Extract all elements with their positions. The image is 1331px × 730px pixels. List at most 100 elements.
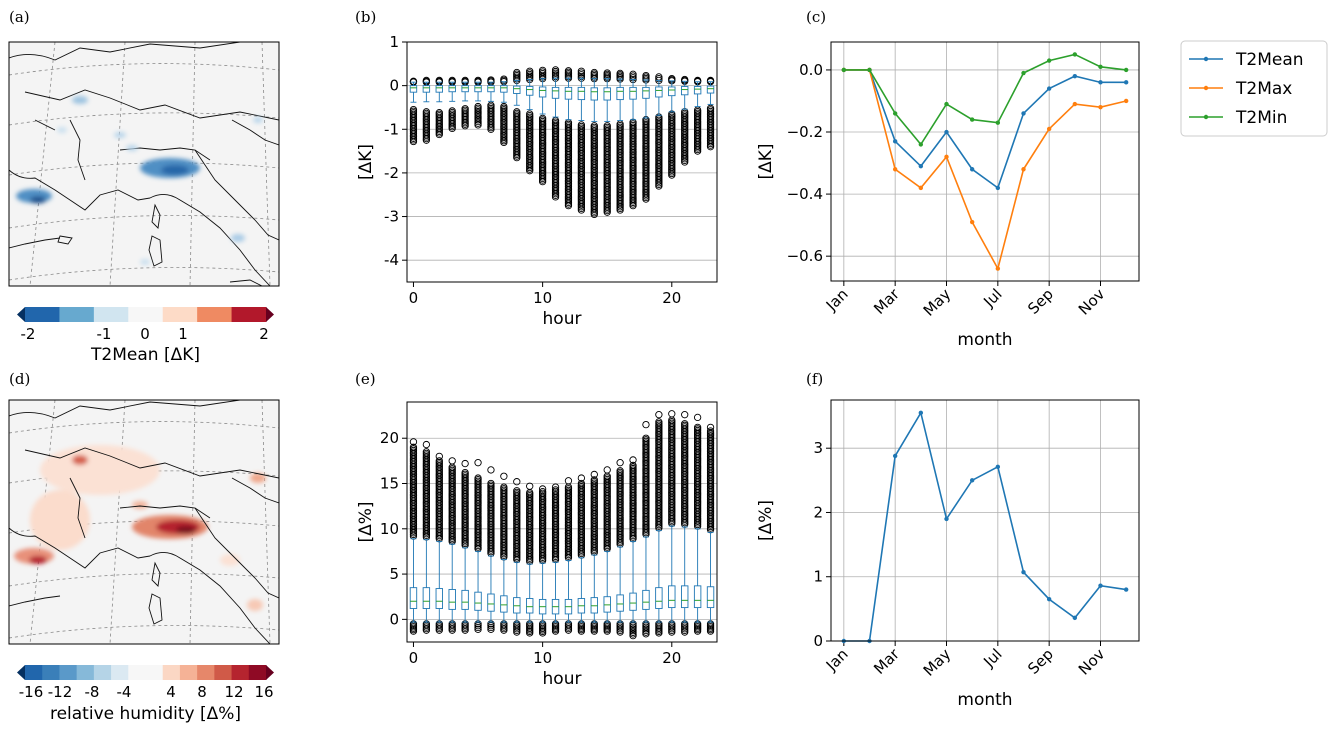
axes-frame <box>830 399 1140 642</box>
data-point <box>1072 73 1078 79</box>
box-hour <box>616 69 624 214</box>
box-hour <box>474 76 482 129</box>
colorbar-segment <box>179 665 198 680</box>
box-iqr <box>706 85 715 94</box>
box-iqr <box>668 86 676 97</box>
box-hour <box>629 456 637 640</box>
outlier-point <box>513 478 521 486</box>
box-hour <box>603 69 611 216</box>
outlier-point <box>474 459 482 467</box>
outlier-point <box>603 466 611 474</box>
outlier-point <box>693 413 702 422</box>
outlier-point <box>409 105 418 114</box>
colorbar-segment <box>197 665 215 680</box>
outlier-point <box>616 459 624 467</box>
box-iqr <box>655 587 663 609</box>
box-hour <box>422 76 431 144</box>
colorbar-extend-high <box>266 307 274 322</box>
box-hour <box>577 474 586 635</box>
box-iqr <box>500 85 508 93</box>
box-hour <box>655 411 663 637</box>
outlier-point <box>590 68 598 77</box>
box-iqr <box>409 85 418 93</box>
box-iqr <box>526 598 534 614</box>
x-tick-label: Nov <box>1075 285 1109 319</box>
data-point <box>1046 597 1052 602</box>
y-tick-label: 0.0 <box>799 61 823 79</box>
box-iqr <box>526 86 534 96</box>
outlier-point <box>577 67 586 75</box>
colorbar-a: -2 -1 0 1 2 T2Mean [ΔK] <box>17 307 274 365</box>
data-point <box>1072 52 1078 57</box>
outlier-point <box>642 71 650 80</box>
outlier-point <box>461 459 469 468</box>
y-tick-label: 0 <box>389 610 399 628</box>
axes-frame <box>406 401 718 643</box>
outlier-point <box>681 411 689 419</box>
colorbar-segment <box>248 665 267 680</box>
box-hour <box>409 438 418 635</box>
outlier-point <box>538 488 547 496</box>
anomaly-field <box>14 445 266 611</box>
data-point <box>1123 80 1129 85</box>
data-point <box>995 266 1001 271</box>
outlier-point <box>551 66 560 74</box>
x-axis-label: hour <box>543 669 582 689</box>
box-hour <box>603 466 611 635</box>
data-point <box>892 167 898 172</box>
box-iqr <box>681 585 689 609</box>
x-tick-label: Sep <box>1024 645 1057 678</box>
box-iqr <box>435 588 443 609</box>
box-iqr <box>448 589 456 610</box>
legend-label: T2Mean <box>1235 50 1304 70</box>
outlier-point <box>474 474 482 482</box>
outlier-point <box>564 477 573 485</box>
data-point <box>1021 167 1026 172</box>
x-tick-label: Mar <box>870 645 903 678</box>
data-point <box>1123 98 1129 104</box>
colorbar-label: T2Mean [ΔK] <box>90 345 200 365</box>
colorbar-segment <box>76 665 95 680</box>
box-hour <box>706 76 715 151</box>
colorbar-tick-label: 0 <box>140 325 150 343</box>
outlier-point <box>448 107 456 115</box>
outlier-point <box>513 108 521 116</box>
box-hour <box>500 472 508 634</box>
data-point <box>944 154 949 160</box>
colorbar-tick-label: 12 <box>224 683 243 701</box>
box-iqr <box>706 586 715 609</box>
y-axis-label: [Δ%] <box>356 501 376 542</box>
box-hour <box>577 67 586 214</box>
data-point <box>1021 70 1026 76</box>
x-tick-label: Nov <box>1075 645 1109 679</box>
data-point <box>944 516 949 522</box>
y-tick-label: −0.4 <box>787 185 823 203</box>
outlier-point <box>629 456 637 464</box>
box-iqr <box>513 85 521 94</box>
map-panel-d <box>8 399 280 645</box>
box-hour <box>551 66 560 201</box>
outlier-point <box>409 443 418 451</box>
outlier-point <box>474 623 482 632</box>
box-hour <box>448 76 456 133</box>
box-hour <box>409 77 418 146</box>
box-iqr <box>422 587 431 609</box>
panel-label-b: (b) <box>355 8 376 26</box>
outlier-point <box>603 69 611 77</box>
map-panel-a <box>8 41 280 287</box>
box-iqr <box>474 591 482 611</box>
outlier-point <box>409 438 418 446</box>
box-hour <box>487 76 495 133</box>
box-iqr <box>487 85 495 93</box>
x-axis-label: month <box>957 690 1012 710</box>
box-iqr <box>461 589 469 610</box>
y-tick-label: 0 <box>813 632 823 650</box>
outlier-point <box>461 105 469 113</box>
colorbar-segment <box>162 307 198 322</box>
outlier-point <box>461 468 469 477</box>
colorbar-segment <box>197 307 233 322</box>
y-tick-label: 3 <box>813 439 823 457</box>
x-tick-label: 0 <box>409 649 419 667</box>
data-point <box>867 67 872 73</box>
